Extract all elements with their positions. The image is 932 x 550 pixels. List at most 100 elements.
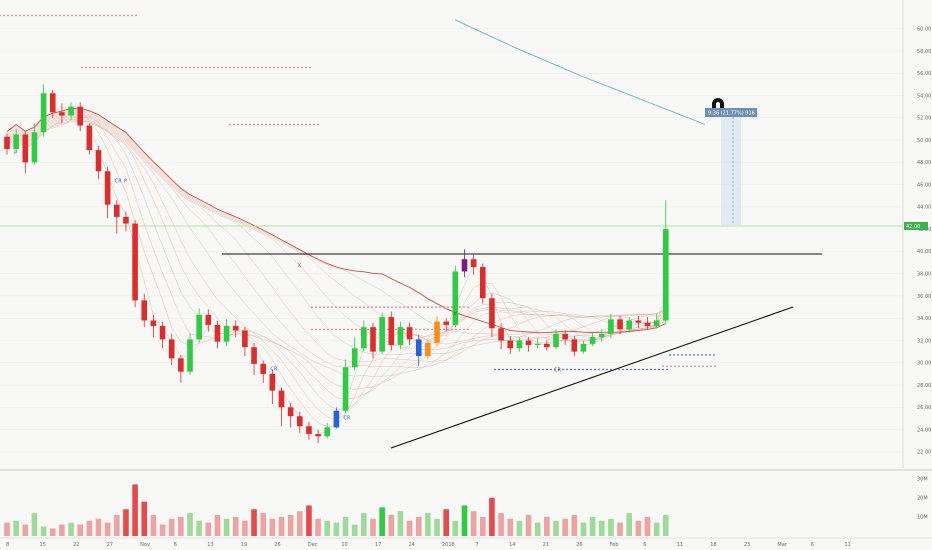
level-dot [19, 14, 21, 17]
level-dot [630, 368, 632, 371]
level-dot [415, 306, 417, 308]
volume-bar [507, 518, 514, 536]
level-dot [189, 66, 191, 69]
level-dot [538, 368, 540, 371]
level-dot [459, 328, 461, 331]
price-tick-label: 22.00 [917, 450, 931, 456]
candle-body [415, 339, 422, 357]
level-dot [253, 123, 255, 126]
volume-bar [104, 522, 111, 536]
level-dot [594, 368, 596, 371]
candle-body [635, 320, 642, 323]
level-dot [701, 354, 703, 356]
level-dot [363, 306, 365, 308]
volume-bar [397, 511, 404, 536]
level-dot [87, 14, 89, 17]
candle-body [598, 333, 605, 338]
level-dot [379, 306, 381, 308]
level-dot [269, 123, 271, 126]
level-dot [135, 14, 137, 17]
level-dot [89, 66, 91, 69]
level-dot [610, 368, 612, 371]
candle-body [59, 112, 65, 116]
level-dot [327, 306, 329, 308]
level-dot [359, 306, 361, 308]
volume-bar [251, 509, 257, 536]
volume-axis[interactable]: 10M 20M 30M [917, 477, 928, 521]
level-dot [666, 368, 668, 371]
volume-bar [260, 513, 266, 536]
level-dot [693, 354, 695, 356]
level-dot [331, 306, 333, 308]
level-dot [638, 368, 640, 371]
price-axis[interactable]: 22.00 24.00 26.00 28.00 30.00 32.00 34.00 36.00… [902, 0, 931, 468]
level-dot [277, 123, 279, 126]
level-dot [534, 368, 536, 371]
volume-bar [589, 516, 596, 536]
level-dot [622, 368, 624, 371]
level-dot [347, 306, 349, 308]
candle-body [580, 343, 587, 352]
time-tick-label: 26 [576, 542, 582, 548]
level-dot [650, 368, 652, 371]
level-dot [127, 14, 129, 17]
level-dot [161, 66, 163, 69]
candle-body [507, 340, 514, 349]
volume-bar [553, 520, 559, 536]
level-dot [301, 123, 303, 126]
candle-body [351, 348, 358, 368]
candle-body [443, 321, 449, 325]
level-dot [626, 368, 628, 371]
level-dot [225, 66, 227, 69]
volume-bar [77, 524, 83, 536]
level-dot [546, 368, 548, 371]
candle-body [95, 150, 102, 172]
price-tick-label: 36.00 [917, 294, 931, 300]
volume-bar [644, 516, 651, 536]
level-dot [702, 365, 704, 367]
candle-body [361, 327, 367, 349]
level-dot [339, 328, 341, 331]
candle-body [251, 347, 257, 364]
level-dot [343, 328, 345, 331]
price-tick-label: 30.00 [917, 361, 931, 367]
level-dot [101, 66, 103, 69]
measure-tool[interactable]: 9.36 (21.77%) 916 [705, 98, 757, 226]
level-dot [399, 306, 401, 308]
volume-bar [68, 522, 74, 536]
level-dot [105, 66, 107, 69]
volume-bar [425, 513, 431, 536]
candle-body [544, 343, 550, 348]
volume-bar [498, 513, 504, 536]
level-dot [367, 328, 369, 331]
level-dot [606, 368, 608, 371]
volume-bar [196, 520, 202, 536]
level-dot [447, 328, 449, 331]
level-dot [510, 368, 512, 371]
candle-body [232, 326, 239, 331]
level-dot [698, 365, 700, 367]
volume-bar [379, 507, 385, 536]
level-dot [197, 66, 199, 69]
level-dot [419, 328, 421, 331]
volume-bar [516, 520, 523, 536]
candle-body [260, 363, 266, 374]
level-dot [375, 306, 377, 308]
level-dot [137, 66, 139, 69]
level-dot [165, 66, 167, 69]
volume-bar [544, 516, 550, 536]
volume-bars [4, 484, 669, 536]
candle-body [86, 125, 93, 151]
signal-label: P [124, 178, 127, 184]
candle-body [269, 373, 276, 391]
time-axis[interactable]: 8 15 22 27 Nov 6 13 19 26 Dec 10 17 24 2018 7 14 21 26 Feb… [6, 542, 851, 548]
level-dot [602, 368, 604, 371]
signal-label: CR [344, 416, 351, 422]
candle-body [132, 223, 138, 301]
price-tick-label: 24.00 [917, 427, 931, 433]
signal-label: P [14, 151, 17, 157]
volume-bar [342, 516, 349, 536]
level-dot [119, 14, 121, 17]
level-dot [355, 328, 357, 331]
